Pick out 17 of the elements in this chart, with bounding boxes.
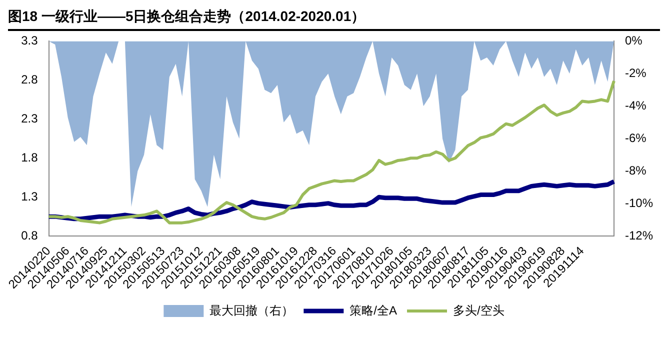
y-tick-label: 1.8 xyxy=(21,150,38,164)
y-tick-label: 0.8 xyxy=(21,228,38,242)
y-tick-label: 2.8 xyxy=(21,72,38,86)
legend-label: 多头/空头 xyxy=(453,303,504,318)
y2-tick-label: -4% xyxy=(624,98,647,112)
y2-tick-label: -12% xyxy=(624,228,654,242)
chart-title: 图18 一级行业——5日换仓组合走势（2014.02-2020.01） xyxy=(8,8,660,31)
y2-tick-label: 0% xyxy=(624,34,643,48)
y2-tick-label: -8% xyxy=(624,163,647,178)
legend-label: 策略/全A xyxy=(350,303,398,318)
legend-label: 最大回撤（右） xyxy=(210,303,294,318)
y-tick-label: 3.3 xyxy=(21,34,38,48)
y2-tick-label: -10% xyxy=(624,196,654,210)
y-tick-label: 2.3 xyxy=(21,111,38,126)
y-tick-label: 1.3 xyxy=(21,189,38,204)
y2-tick-label: -2% xyxy=(624,66,647,80)
y2-tick-label: -6% xyxy=(624,130,647,145)
